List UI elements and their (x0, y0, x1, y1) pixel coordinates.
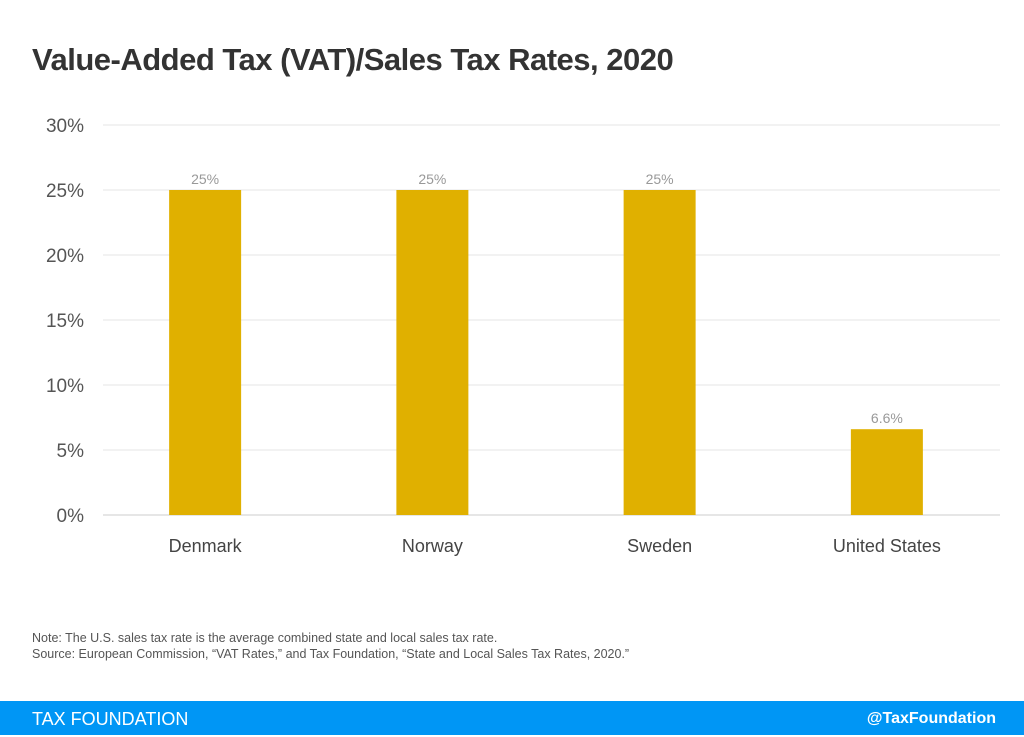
y-tick-label: 25% (46, 181, 84, 202)
data-label: 25% (418, 171, 446, 187)
x-tick-label: Norway (402, 536, 463, 556)
brand-name: TAX FOUNDATION (32, 709, 189, 729)
bar (850, 429, 923, 515)
y-tick-label: 5% (57, 441, 85, 462)
y-tick-label: 30% (46, 116, 84, 137)
data-label: 6.6% (871, 410, 903, 426)
y-tick-label: 15% (46, 311, 84, 332)
y-tick-label: 20% (46, 246, 84, 267)
x-tick-label: United States (833, 536, 941, 556)
chart-title: Value-Added Tax (VAT)/Sales Tax Rates, 2… (32, 42, 674, 77)
chart-notes: Note: The U.S. sales tax rate is the ave… (32, 630, 629, 662)
footer-bar: TAX FOUNDATION @TaxFoundation (0, 701, 1024, 735)
y-tick-label: 10% (46, 376, 84, 397)
note-text: Note: The U.S. sales tax rate is the ave… (32, 631, 498, 645)
bar (623, 190, 696, 515)
data-label: 25% (191, 171, 219, 187)
y-tick-label: 0% (57, 506, 85, 527)
bar-chart: 0% 5% 10% 15% 20% 25% 30% 25% Denmark 25% Norway 25… (46, 116, 1000, 556)
bar (169, 190, 242, 515)
x-tick-label: Denmark (169, 536, 243, 556)
source-text: Source: European Commission, “VAT Rates,… (32, 647, 630, 661)
social-handle: @TaxFoundation (866, 710, 996, 727)
x-tick-label: Sweden (627, 536, 692, 556)
bar (396, 190, 469, 515)
data-label: 25% (646, 171, 674, 187)
